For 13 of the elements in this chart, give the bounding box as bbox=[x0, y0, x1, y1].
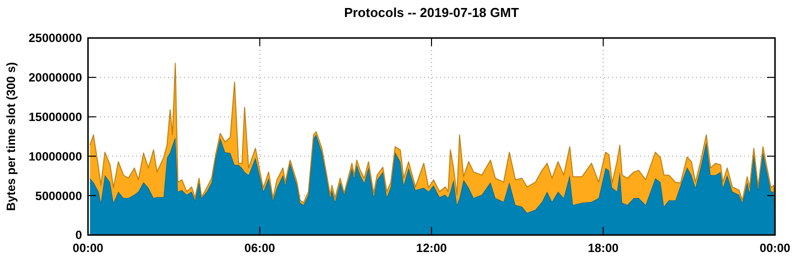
x-tick-label: 00:00 bbox=[72, 241, 104, 255]
y-tick-label: 20000000 bbox=[28, 70, 82, 85]
y-axis-title: Bytes per time slot (300 s) bbox=[4, 62, 18, 211]
y-tick-label: 5000000 bbox=[35, 188, 82, 203]
x-tick-label: 18:00 bbox=[588, 241, 619, 255]
x-tick-label: 00:00 bbox=[760, 241, 791, 255]
y-tick-label: 0 bbox=[75, 228, 82, 242]
x-tick-label: 12:00 bbox=[416, 241, 448, 255]
x-tick-label: 06:00 bbox=[244, 241, 276, 255]
y-tick-label: 15000000 bbox=[28, 110, 82, 124]
chart-title: Protocols -- 2019-07-18 GMT bbox=[344, 5, 519, 20]
y-tick-label: 25000000 bbox=[28, 31, 82, 46]
y-tick-label: 10000000 bbox=[28, 149, 82, 164]
